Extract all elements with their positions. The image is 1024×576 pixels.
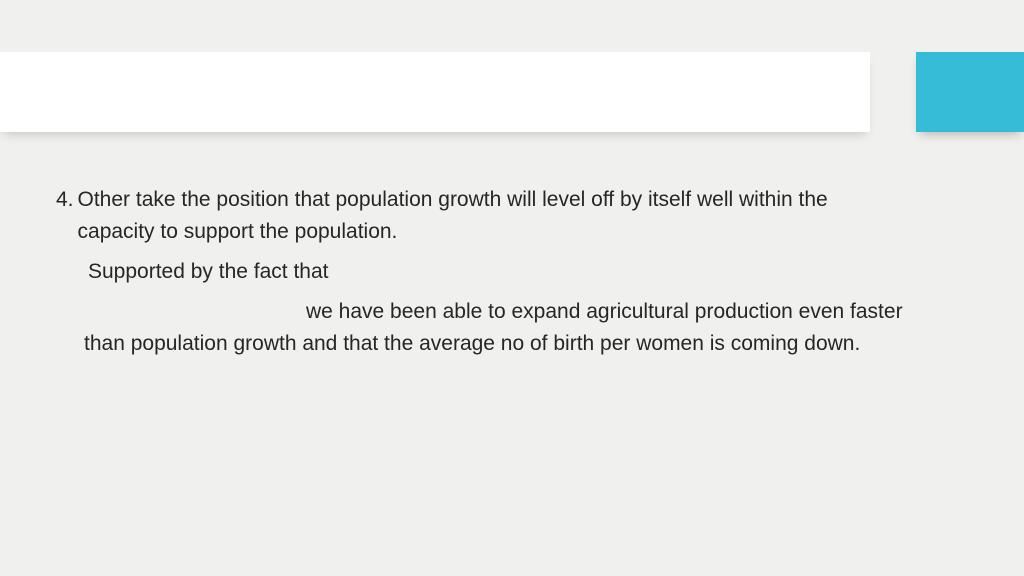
paragraph-2: Supported by the fact that xyxy=(88,256,904,288)
paragraph-1-text: Other take the position that population … xyxy=(78,184,904,248)
list-number: 4. xyxy=(56,184,74,248)
accent-block xyxy=(916,52,1024,132)
header-white-bar xyxy=(0,52,870,132)
paragraph-1: 4. Other take the position that populati… xyxy=(56,184,904,248)
paragraph-3: we have been able to expand agricultural… xyxy=(84,296,904,360)
slide-content: 4. Other take the position that populati… xyxy=(56,184,904,360)
